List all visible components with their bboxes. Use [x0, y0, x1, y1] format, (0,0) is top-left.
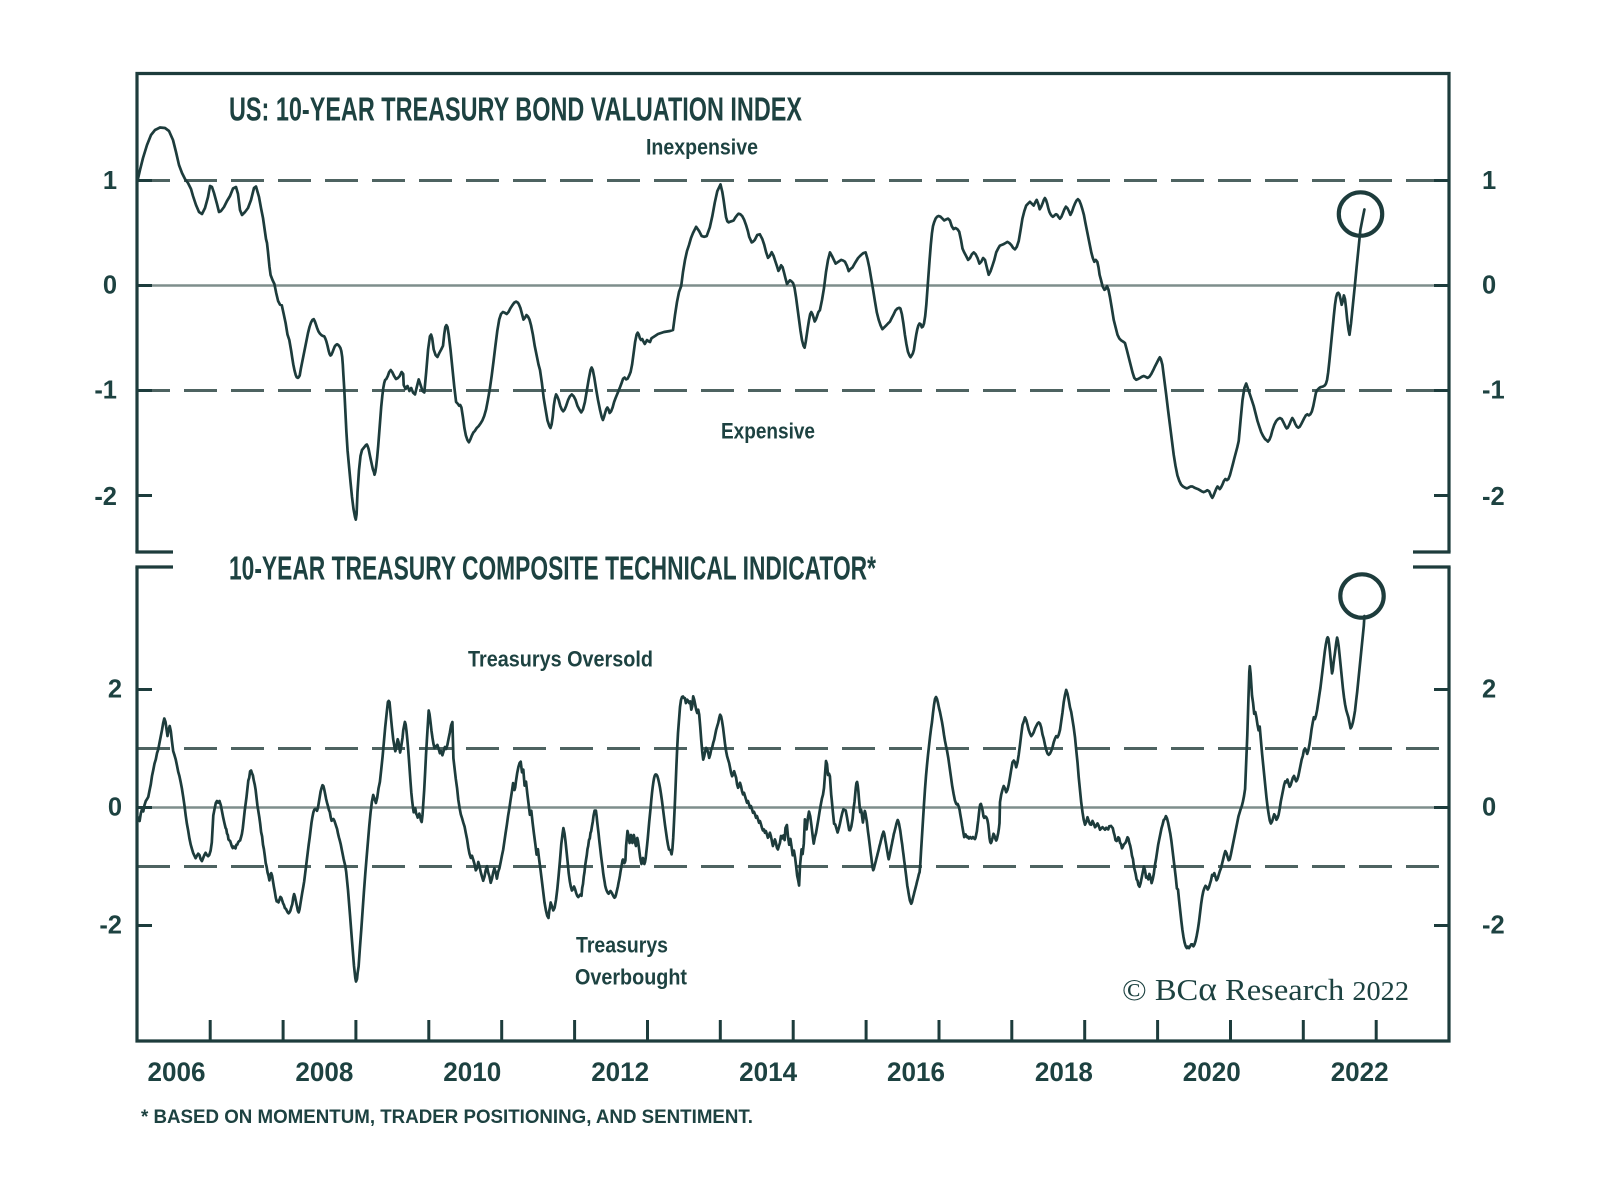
- svg-text:2016: 2016: [887, 1057, 945, 1087]
- svg-text:-2: -2: [1482, 483, 1505, 511]
- svg-text:2012: 2012: [591, 1057, 649, 1087]
- svg-text:-2: -2: [94, 483, 117, 511]
- svg-text:-1: -1: [94, 377, 117, 405]
- svg-text:2018: 2018: [1035, 1057, 1093, 1087]
- svg-text:2010: 2010: [443, 1057, 501, 1087]
- svg-text:Treasurys: Treasurys: [576, 933, 668, 958]
- svg-text:0: 0: [103, 272, 117, 300]
- svg-text:Inexpensive: Inexpensive: [646, 135, 758, 160]
- svg-text:-2: -2: [99, 912, 122, 940]
- svg-text:0: 0: [1482, 272, 1496, 300]
- svg-text:2020: 2020: [1183, 1057, 1241, 1087]
- svg-text:2022: 2022: [1331, 1057, 1389, 1087]
- svg-text:0: 0: [108, 794, 122, 822]
- svg-text:2008: 2008: [295, 1057, 353, 1087]
- svg-text:0: 0: [1482, 794, 1496, 822]
- svg-text:1: 1: [1482, 167, 1496, 195]
- svg-text:Overbought: Overbought: [575, 965, 687, 990]
- svg-text:Treasurys Oversold: Treasurys Oversold: [468, 647, 653, 672]
- svg-text:1: 1: [103, 167, 117, 195]
- svg-text:* BASED ON MOMENTUM, TRADER PO: * BASED ON MOMENTUM, TRADER POSITIONING,…: [141, 1107, 753, 1128]
- svg-text:10-YEAR TREASURY COMPOSITE TEC: 10-YEAR TREASURY COMPOSITE TECHNICAL IND…: [229, 550, 876, 587]
- svg-text:© BCα Research 2022: © BC α Research 2022: [1122, 971, 1409, 1008]
- svg-text:-2: -2: [1482, 912, 1505, 940]
- svg-text:2006: 2006: [148, 1057, 206, 1087]
- svg-text:-1: -1: [1482, 377, 1505, 405]
- svg-text:2: 2: [1482, 676, 1496, 704]
- svg-text:Expensive: Expensive: [721, 419, 815, 444]
- svg-text:2014: 2014: [739, 1057, 797, 1087]
- svg-text:2: 2: [108, 676, 122, 704]
- svg-text:US: 10-YEAR TREASURY BOND VALU: US: 10-YEAR TREASURY BOND VALUATION INDE…: [229, 91, 802, 128]
